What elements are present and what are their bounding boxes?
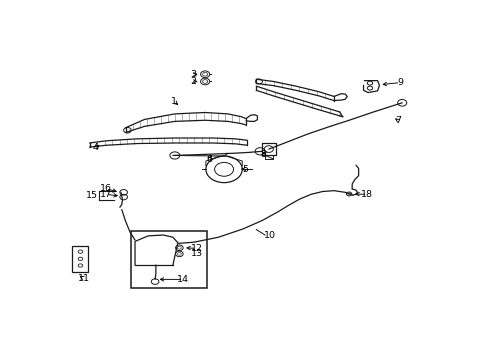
Text: 18: 18	[361, 190, 372, 199]
Text: 3: 3	[189, 70, 196, 79]
Text: 9: 9	[396, 78, 403, 87]
Text: 8: 8	[260, 150, 266, 158]
Text: 5: 5	[242, 165, 248, 174]
Text: 6: 6	[205, 155, 211, 164]
Text: 13: 13	[190, 249, 203, 258]
Text: 10: 10	[263, 230, 275, 239]
Text: 4: 4	[92, 144, 98, 153]
Text: 14: 14	[177, 275, 189, 284]
Text: 1: 1	[171, 97, 177, 106]
Text: 2: 2	[190, 77, 196, 86]
Bar	[72, 246, 88, 272]
Bar	[131, 231, 206, 288]
Text: 16: 16	[100, 184, 112, 193]
Text: 11: 11	[78, 274, 90, 283]
Text: 17: 17	[100, 190, 112, 199]
Text: 15: 15	[86, 190, 98, 199]
Text: 7: 7	[395, 116, 401, 125]
Text: 12: 12	[190, 244, 203, 253]
